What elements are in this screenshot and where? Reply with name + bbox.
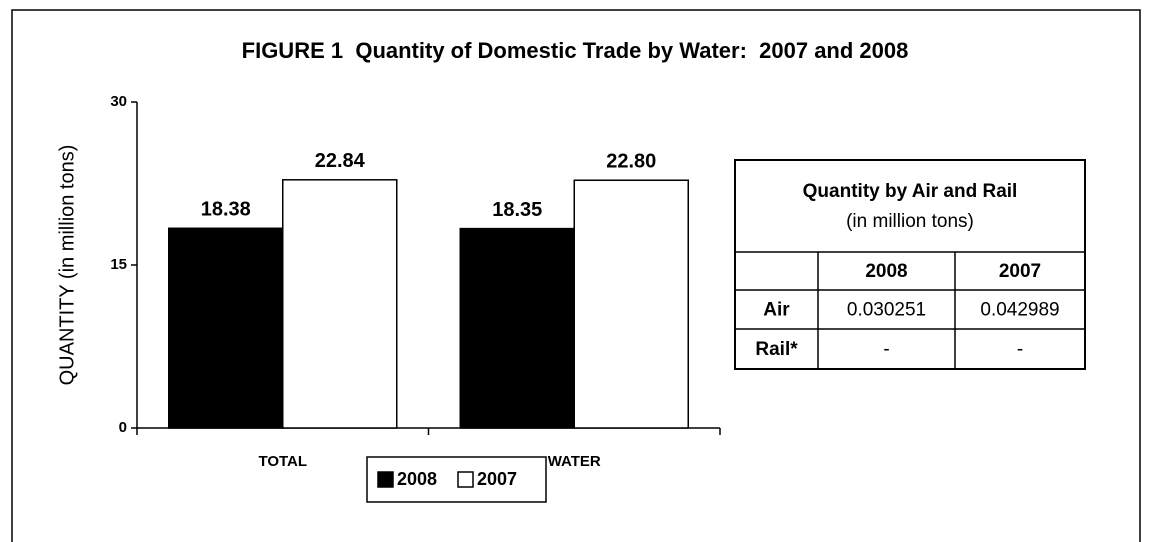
value-label: 22.80 (606, 151, 656, 173)
table-title: Quantity by Air and Rail (803, 181, 1018, 202)
bar (459, 227, 575, 429)
value-label: 22.84 (315, 150, 366, 172)
bar (573, 179, 689, 429)
table-cell: 0.042989 (980, 300, 1059, 321)
table-header: 2008 (865, 261, 907, 282)
table-row-label: Rail* (755, 339, 798, 360)
y-tick-label: 0 (119, 419, 127, 436)
legend-swatch (457, 471, 474, 488)
y-tick-label: 30 (110, 93, 127, 110)
table-header: 2007 (999, 261, 1041, 282)
chart-title: FIGURE 1 Quantity of Domestic Trade by W… (242, 38, 909, 63)
bar (168, 227, 284, 429)
legend-label: 2007 (477, 469, 517, 489)
legend-box (366, 456, 547, 503)
y-axis-label: QUANTITY (in million tons) (56, 145, 78, 386)
table-subtitle: (in million tons) (846, 211, 974, 232)
x-tick-label: TOTAL (258, 453, 307, 470)
table-cell: - (1017, 339, 1023, 360)
value-label: 18.35 (492, 199, 542, 221)
y-tick-label: 15 (110, 256, 127, 273)
table-row-label: Air (763, 300, 790, 321)
table-border (734, 159, 1086, 370)
x-tick-label: WATER (548, 453, 601, 470)
legend-label: 2008 (397, 469, 437, 489)
legend-swatch (377, 471, 394, 488)
table-cell: 0.030251 (847, 300, 926, 321)
bar (282, 179, 398, 429)
table-cell: - (883, 339, 889, 360)
value-label: 18.38 (201, 199, 251, 221)
